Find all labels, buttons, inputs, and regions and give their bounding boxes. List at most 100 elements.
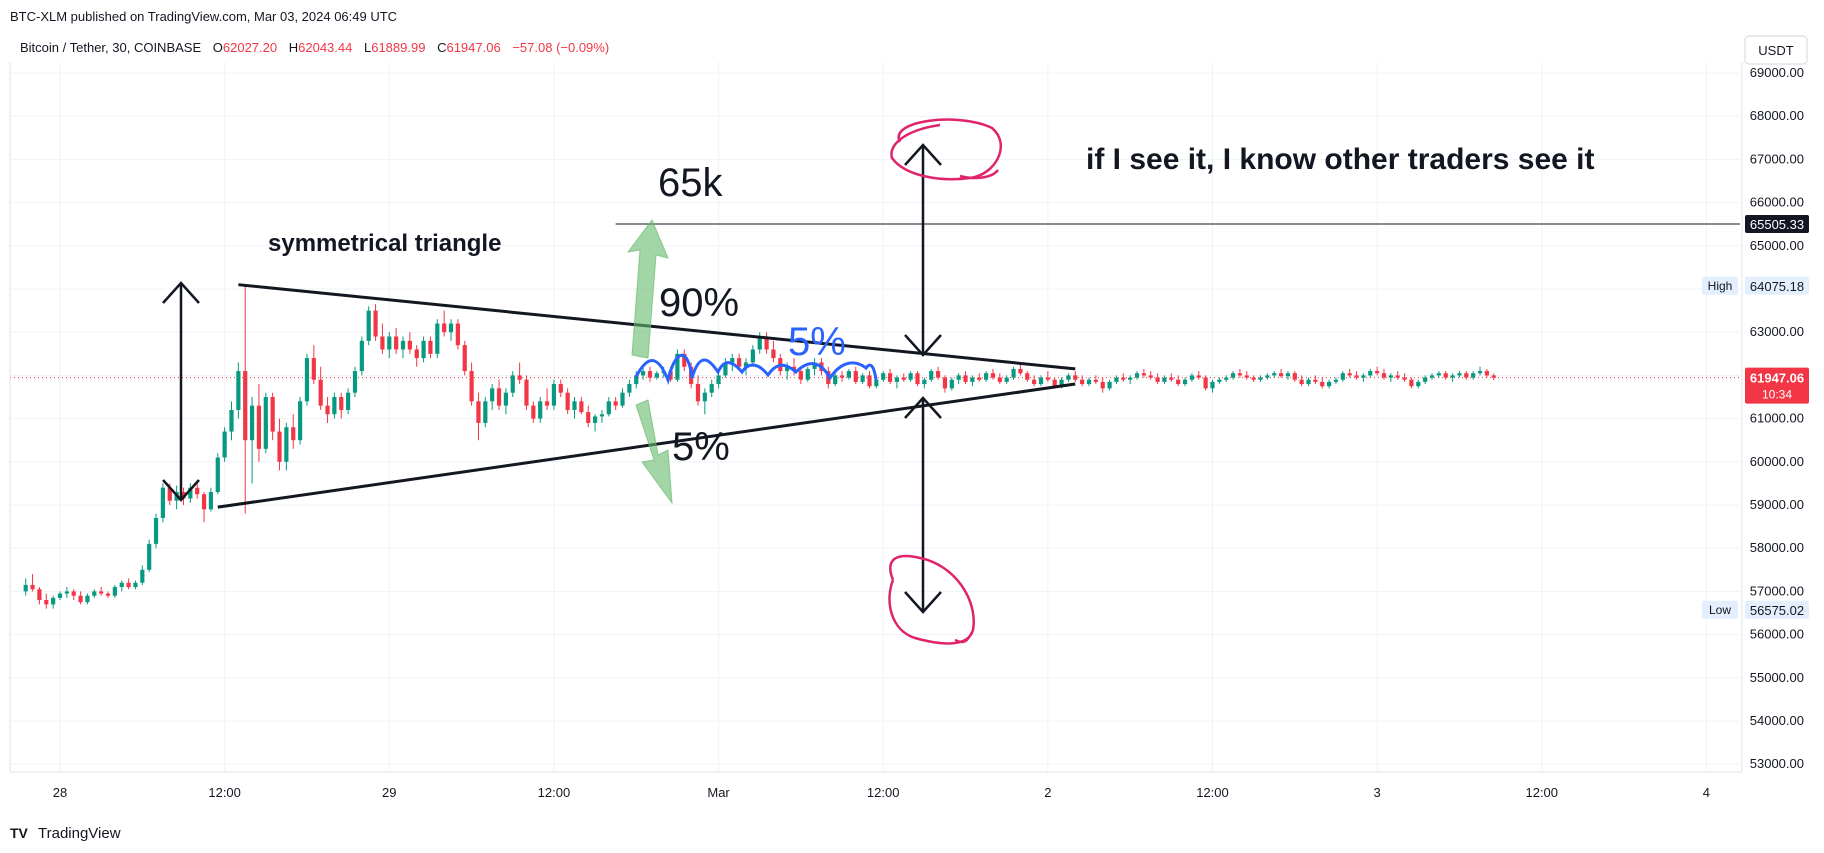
candle-body xyxy=(1471,373,1476,378)
candle-body xyxy=(881,373,886,380)
candle xyxy=(709,379,714,397)
low-key: L xyxy=(364,40,371,55)
bullish-breakout-arrow xyxy=(626,219,669,359)
currency-label[interactable]: USDT xyxy=(1758,43,1793,58)
candle xyxy=(496,379,502,410)
candle xyxy=(387,332,392,359)
candle xyxy=(1471,371,1476,380)
candle xyxy=(764,332,769,354)
candle-body xyxy=(743,362,749,367)
candle xyxy=(517,362,522,385)
candle xyxy=(1189,373,1194,382)
candle xyxy=(613,397,618,410)
candle-body xyxy=(675,353,680,380)
candle xyxy=(1313,375,1318,385)
candle xyxy=(1457,371,1462,378)
candle xyxy=(318,366,323,410)
candle xyxy=(970,375,975,387)
candle-body xyxy=(1313,379,1318,382)
candle-body xyxy=(1080,379,1085,385)
currency-button[interactable]: USDT xyxy=(1744,35,1808,65)
candle-body xyxy=(1285,373,1291,377)
candle-body xyxy=(44,600,49,605)
candle xyxy=(750,345,755,367)
candle-body xyxy=(551,384,557,406)
candle xyxy=(531,401,536,423)
candle xyxy=(641,366,646,380)
candle-body xyxy=(400,340,406,350)
horizontal-line-badge: 65505.33 xyxy=(1745,214,1809,233)
candle xyxy=(359,336,364,376)
candle xyxy=(1299,375,1304,387)
candle xyxy=(1477,366,1483,376)
tradingview-logo[interactable]: TV TradingView xyxy=(10,825,121,842)
candle-body xyxy=(188,487,193,499)
candle xyxy=(428,336,433,359)
candle-body xyxy=(359,340,364,372)
candle-body xyxy=(490,388,495,402)
candle-body xyxy=(181,492,186,499)
candle-body xyxy=(277,431,282,462)
candle-body xyxy=(366,310,371,341)
bearish-breakout-arrow xyxy=(635,399,673,505)
candle-body xyxy=(853,371,858,382)
candle xyxy=(298,397,303,445)
arrow-head xyxy=(904,334,942,357)
candle-body xyxy=(558,384,563,393)
candle-body xyxy=(1484,371,1489,376)
candle-body xyxy=(51,597,56,605)
candle-body xyxy=(1093,379,1098,382)
candle xyxy=(524,375,529,410)
price-tick-label: 58000.00 xyxy=(1750,540,1804,555)
candle xyxy=(1340,371,1345,382)
candle xyxy=(833,373,838,387)
candle xyxy=(503,388,508,415)
candle xyxy=(366,306,371,346)
price-tick-label: 56000.00 xyxy=(1750,627,1804,642)
candle xyxy=(1176,375,1181,387)
candle xyxy=(1436,371,1441,378)
candle xyxy=(256,384,262,462)
bar-countdown-label: 10:34 xyxy=(1762,388,1792,402)
candle xyxy=(346,388,351,415)
candle-body xyxy=(483,401,488,423)
candle-body xyxy=(524,379,529,406)
candle-body xyxy=(215,457,220,493)
candle xyxy=(1134,371,1140,380)
candle-body xyxy=(147,543,152,570)
candle xyxy=(599,409,605,423)
candle xyxy=(1464,371,1469,380)
brand-name[interactable]: TradingView xyxy=(38,825,121,842)
candle xyxy=(1388,373,1393,382)
candle xyxy=(572,397,577,419)
high-key: H xyxy=(289,40,298,55)
candle xyxy=(1107,379,1112,391)
candle xyxy=(881,371,886,382)
candle xyxy=(1292,371,1297,382)
candle-body xyxy=(977,377,982,380)
candle xyxy=(1423,375,1428,385)
candles xyxy=(23,284,1496,609)
candle-body xyxy=(682,353,687,367)
candle-body xyxy=(1347,373,1352,376)
candle-body xyxy=(1224,377,1229,380)
candle xyxy=(702,388,707,415)
candle-body xyxy=(730,358,735,363)
candle-body xyxy=(325,405,330,415)
candle-body xyxy=(1361,375,1366,378)
candle-body xyxy=(647,371,653,378)
candle-body xyxy=(1004,377,1009,382)
open-value: 62027.20 xyxy=(223,40,277,55)
candle-body xyxy=(448,323,454,333)
triangle-height-arrow xyxy=(162,281,200,502)
candle-body xyxy=(627,384,632,393)
candle xyxy=(949,377,954,391)
candle xyxy=(510,371,515,397)
candle xyxy=(1320,377,1325,389)
candle xyxy=(1272,371,1277,378)
candle xyxy=(325,397,330,423)
candle xyxy=(647,366,653,382)
candle xyxy=(1347,368,1352,378)
